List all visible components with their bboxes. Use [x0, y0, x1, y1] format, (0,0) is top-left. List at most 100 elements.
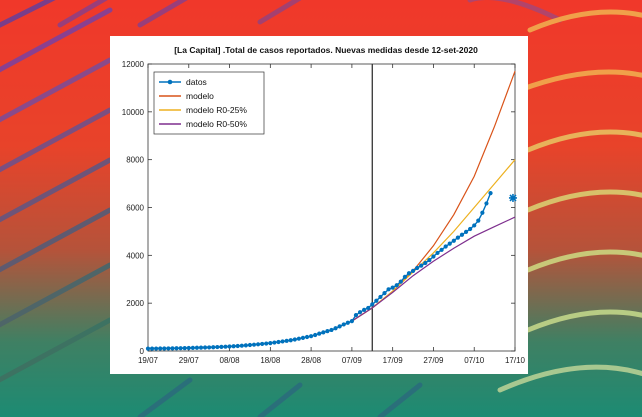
data-point	[211, 345, 216, 350]
data-point	[219, 344, 224, 349]
data-point	[202, 345, 208, 350]
legend-label: datos	[186, 77, 207, 87]
data-point	[158, 346, 163, 351]
data-point	[149, 346, 155, 351]
data-point	[276, 339, 281, 345]
data-point	[362, 307, 367, 312]
x-tick-label: 07/09	[342, 356, 363, 365]
data-point	[378, 294, 383, 300]
x-tick-label: 27/09	[423, 356, 444, 365]
data-point	[374, 298, 379, 303]
data-point	[304, 334, 310, 340]
data-point	[463, 229, 469, 234]
data-point	[484, 201, 489, 206]
x-tick-label: 29/07	[179, 356, 200, 365]
data-point	[488, 191, 493, 196]
y-tick-label: 2000	[126, 299, 144, 308]
data-point	[207, 345, 212, 350]
legend: datos modelo modelo R0-25% modelo R0-50%	[153, 71, 265, 135]
data-point	[194, 345, 200, 350]
data-point	[231, 344, 236, 349]
data-point	[439, 247, 444, 252]
data-point	[370, 302, 375, 307]
data-point	[427, 258, 432, 263]
data-point	[272, 340, 277, 345]
data-point	[296, 336, 301, 341]
data-point	[223, 344, 228, 349]
data-point	[349, 319, 354, 324]
chart-title: [La Capital] .Total de casos reportados.…	[174, 45, 478, 55]
data-point	[243, 343, 248, 348]
data-point	[325, 329, 330, 334]
y-tick-label: 12000	[122, 60, 145, 69]
data-point	[431, 254, 436, 259]
series-layer	[145, 70, 516, 351]
data-point	[419, 263, 424, 268]
x-tick-label: 08/08	[220, 356, 241, 365]
data-point	[423, 260, 428, 266]
data-point	[309, 334, 314, 339]
data-point	[480, 210, 485, 215]
data-point	[443, 244, 448, 249]
y-tick-label: 10000	[122, 108, 145, 117]
data-point	[170, 346, 175, 351]
data-point	[398, 279, 403, 284]
data-point	[410, 268, 416, 273]
data-point	[235, 343, 240, 349]
x-tick-label: 18/08	[260, 356, 281, 365]
chart-panel: [La Capital] .Total de casos reportados.…	[110, 36, 528, 374]
data-point	[415, 265, 420, 271]
data-point	[357, 310, 363, 315]
data-point	[280, 339, 285, 344]
data-point	[288, 338, 293, 343]
data-point	[198, 345, 204, 350]
data-point	[317, 331, 322, 336]
data-point	[292, 337, 297, 342]
data-point	[247, 342, 253, 348]
series-line-datos	[148, 192, 492, 350]
y-tick-label: 6000	[126, 204, 144, 213]
y-tick-label: 4000	[126, 251, 144, 260]
data-point	[145, 346, 151, 351]
x-tick-label: 17/10	[505, 356, 526, 365]
data-point	[345, 320, 350, 325]
data-point	[182, 345, 187, 351]
data-point	[178, 346, 183, 351]
outlier-marker-stroke	[509, 194, 517, 202]
data-point	[190, 345, 195, 350]
data-point	[166, 346, 171, 351]
data-point	[366, 305, 371, 311]
data-point	[459, 232, 465, 237]
data-point	[382, 291, 387, 296]
legend-label: modelo R0-25%	[186, 105, 247, 115]
data-point	[402, 274, 407, 279]
data-point	[227, 344, 232, 349]
series-line-modelo-r0-25-	[147, 159, 516, 350]
data-point	[447, 241, 452, 246]
data-point	[260, 341, 265, 347]
y-tick-label: 0	[140, 347, 145, 356]
data-point	[215, 344, 220, 350]
data-point	[268, 341, 273, 346]
data-point	[341, 322, 346, 327]
x-tick-label: 28/08	[301, 356, 322, 365]
data-point	[468, 226, 473, 232]
data-point	[174, 346, 179, 351]
data-point	[455, 235, 461, 240]
data-point	[476, 218, 481, 223]
data-point	[451, 238, 456, 243]
data-point	[256, 342, 261, 347]
x-tick-label: 07/10	[464, 356, 485, 365]
data-point	[162, 346, 167, 351]
x-tick-label: 19/07	[138, 356, 159, 365]
outlier-layer	[508, 193, 517, 202]
data-point	[329, 327, 334, 333]
data-point	[353, 313, 359, 318]
data-point	[321, 330, 326, 335]
y-axis: 0 2000 4000 6000 8000 10000 12000	[122, 60, 515, 356]
data-point	[300, 335, 306, 340]
data-point	[406, 271, 412, 276]
x-tick-label: 17/09	[383, 356, 404, 365]
legend-label: modelo R0-50%	[186, 119, 247, 129]
data-point	[154, 346, 159, 351]
